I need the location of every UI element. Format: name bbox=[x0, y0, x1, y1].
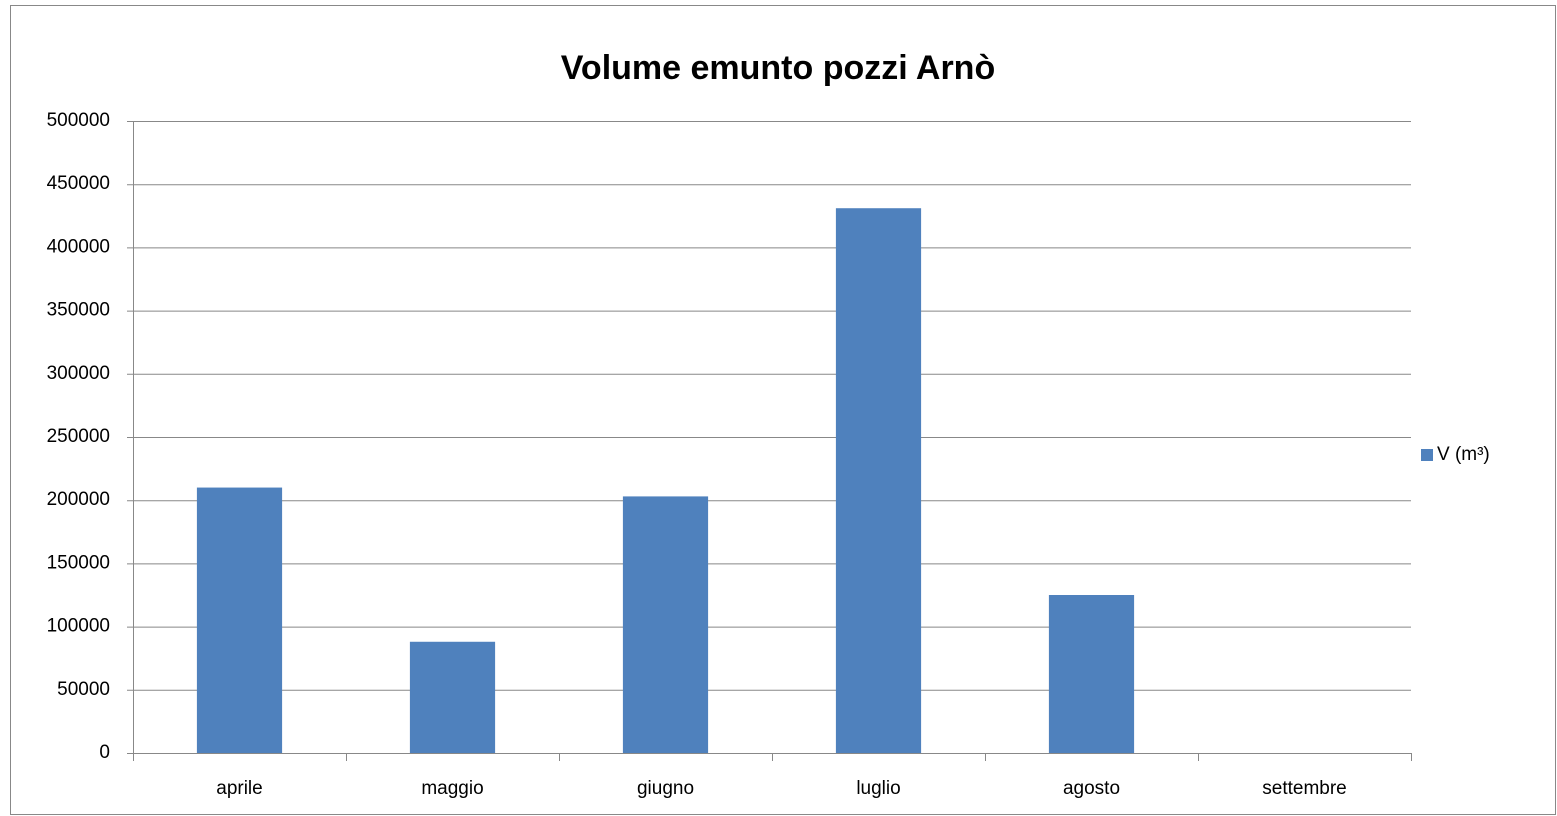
legend-label: V (m³) bbox=[1437, 444, 1490, 465]
y-tick-label: 200000 bbox=[47, 489, 110, 510]
y-tick-label: 300000 bbox=[47, 363, 110, 384]
x-tick-label: luglio bbox=[856, 778, 900, 799]
y-tick-label: 350000 bbox=[47, 300, 110, 321]
bar bbox=[1048, 595, 1135, 753]
y-tick-label: 450000 bbox=[47, 173, 110, 194]
x-tick-label: agosto bbox=[1063, 778, 1120, 799]
bar bbox=[409, 641, 496, 753]
legend-swatch bbox=[1421, 449, 1433, 461]
bar bbox=[622, 496, 709, 753]
y-tick-label: 500000 bbox=[47, 110, 110, 131]
x-tick-label: maggio bbox=[421, 778, 483, 799]
bar bbox=[196, 487, 283, 753]
bar bbox=[835, 208, 922, 753]
y-tick-label: 400000 bbox=[47, 236, 110, 257]
y-tick-label: 100000 bbox=[47, 616, 110, 637]
y-tick-label: 150000 bbox=[47, 552, 110, 573]
x-tick-label: settembre bbox=[1262, 778, 1346, 799]
chart-title: Volume emunto pozzi Arnò bbox=[561, 49, 995, 87]
y-tick-label: 0 bbox=[99, 742, 110, 763]
x-tick-label: giugno bbox=[637, 778, 694, 799]
y-tick-label: 50000 bbox=[57, 679, 110, 700]
y-tick-label: 250000 bbox=[47, 426, 110, 447]
x-tick-label: aprile bbox=[216, 778, 262, 799]
